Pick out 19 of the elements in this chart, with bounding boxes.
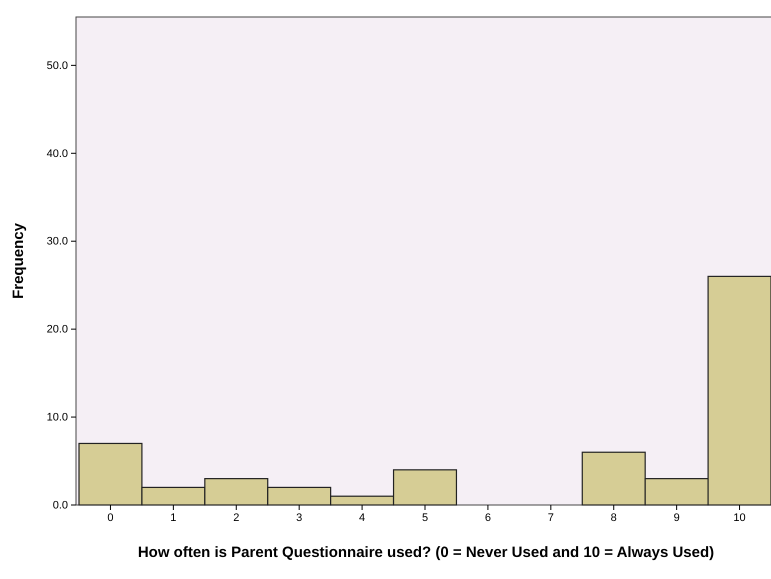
x-tick-label: 2 — [233, 512, 240, 524]
x-tick-label: 5 — [422, 512, 428, 524]
y-tick-label: 40.0 — [46, 148, 68, 160]
y-tick-label: 10.0 — [46, 412, 68, 424]
y-axis-title: Frequency — [10, 222, 27, 299]
x-tick-label: 1 — [170, 512, 176, 524]
x-tick-label: 9 — [674, 512, 680, 524]
x-tick-label: 3 — [296, 512, 302, 524]
x-tick-label: 8 — [610, 512, 617, 524]
x-tick-label: 4 — [359, 512, 366, 524]
x-tick-label: 10 — [733, 512, 746, 524]
x-tick-label: 6 — [484, 512, 491, 524]
x-tick-label: 0 — [107, 512, 114, 524]
y-tick-label: 0.0 — [52, 500, 68, 512]
y-tick-label: 30.0 — [46, 236, 68, 248]
y-tick-label: 50.0 — [46, 60, 68, 72]
x-tick-label: 7 — [548, 512, 554, 524]
y-tick-label: 20.0 — [46, 324, 68, 336]
x-axis-title: How often is Parent Questionnaire used? (0 = Never Used and 10 = Always Used) — [138, 544, 714, 561]
